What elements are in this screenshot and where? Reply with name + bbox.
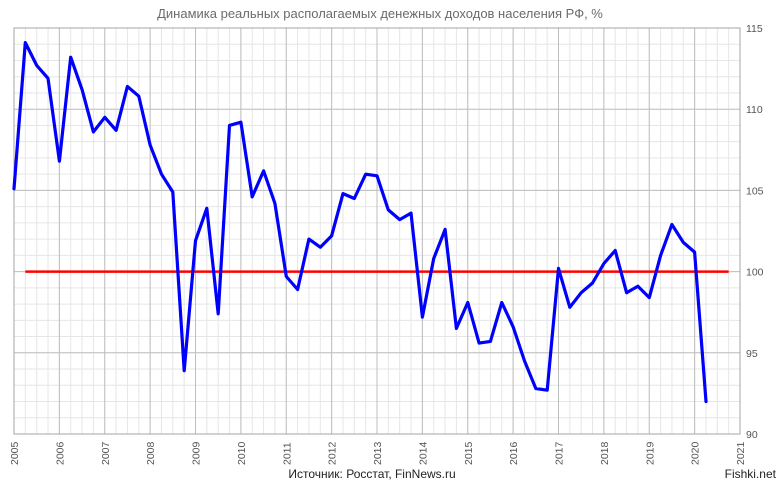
plot-frame (13, 27, 741, 435)
data-point (693, 250, 696, 254)
source-note: Источник: Росстат, FinNews.ru (288, 467, 455, 481)
data-point (432, 257, 435, 260)
data-point (262, 169, 265, 173)
x-tick-label: 2011 (281, 442, 293, 465)
data-point (46, 77, 50, 80)
data-point (545, 388, 549, 392)
data-point (704, 400, 708, 403)
data-point (273, 202, 277, 205)
data-point (58, 159, 61, 163)
data-point (602, 262, 606, 265)
x-tick-label: 2021 (735, 441, 747, 465)
data-point (398, 218, 401, 221)
data-point (103, 116, 106, 119)
data-point (148, 143, 152, 147)
data-point (228, 124, 231, 127)
y-tick-label: 105 (746, 185, 764, 197)
data-point (557, 267, 560, 270)
data-point (500, 301, 503, 304)
data-point (477, 341, 481, 345)
x-tick-label: 2012 (327, 441, 339, 465)
x-tick-label: 2019 (644, 441, 656, 465)
data-point (682, 241, 685, 244)
data-point (670, 223, 674, 226)
data-point (591, 281, 594, 285)
data-point (534, 387, 538, 390)
major-gridlines (13, 27, 741, 435)
data-point (12, 187, 16, 190)
data-point (511, 325, 515, 329)
x-tick-label: 2005 (9, 441, 21, 465)
data-point (239, 120, 243, 124)
x-tick-label: 2009 (191, 441, 203, 465)
data-point (80, 88, 84, 91)
watermark-text: Fishki.net (725, 467, 777, 481)
data-point (160, 172, 163, 176)
y-tick-label: 115 (746, 23, 763, 35)
data-point (251, 195, 254, 199)
data-point (35, 64, 38, 67)
y-axis-tick-labels: 90 95 100 105 110 115 (746, 23, 764, 441)
data-point (341, 192, 345, 195)
data-point (126, 85, 129, 88)
data-point (24, 41, 27, 44)
data-point (330, 234, 333, 238)
data-point (296, 288, 299, 291)
data-point (659, 254, 662, 257)
data-point (466, 301, 469, 304)
y-tick-label: 90 (746, 429, 758, 441)
x-axis-tick-labels: 2005 2006 2007 2008 2009 2010 2011 2012 2013 2014… (9, 441, 747, 465)
data-point (625, 291, 628, 294)
series-layer (12, 40, 708, 404)
data-point (205, 207, 209, 210)
x-tick-label: 2010 (236, 441, 248, 465)
y-tick-label: 95 (746, 348, 758, 360)
data-point (614, 249, 617, 252)
data-point (489, 340, 492, 343)
data-point (171, 190, 175, 194)
data-point (648, 296, 651, 299)
series-line (12, 40, 708, 404)
data-point (409, 211, 413, 215)
chart-title: Динамика реальных располагаемых денежных… (157, 6, 603, 21)
data-point (387, 208, 390, 212)
x-tick-label: 2016 (508, 441, 520, 465)
x-tick-label: 2008 (145, 441, 157, 465)
data-point (69, 56, 72, 59)
data-point (421, 315, 424, 319)
data-point (375, 174, 379, 177)
data-point (285, 275, 288, 278)
x-tick-label: 2017 (554, 441, 566, 465)
data-point (92, 130, 95, 134)
x-tick-label: 2013 (372, 441, 384, 465)
data-point (353, 197, 356, 200)
x-tick-label: 2018 (599, 441, 611, 465)
data-point (568, 306, 572, 309)
y-tick-label: 110 (746, 104, 763, 116)
x-tick-label: 2020 (690, 441, 702, 465)
data-point (137, 95, 140, 98)
data-point (194, 239, 197, 242)
x-tick-label: 2007 (100, 441, 112, 465)
data-point (182, 369, 186, 372)
data-point (307, 237, 311, 241)
data-point (364, 172, 367, 176)
x-tick-label: 2015 (463, 441, 475, 465)
data-point (319, 246, 322, 249)
y-tick-label: 100 (746, 267, 764, 279)
data-point (443, 228, 447, 231)
data-point (523, 359, 526, 363)
data-point (216, 312, 220, 316)
data-point (636, 285, 640, 288)
data-point (455, 327, 458, 330)
data-point (579, 291, 583, 294)
x-tick-label: 2014 (417, 441, 429, 465)
data-point (114, 129, 118, 132)
x-tick-label: 2006 (54, 441, 66, 465)
